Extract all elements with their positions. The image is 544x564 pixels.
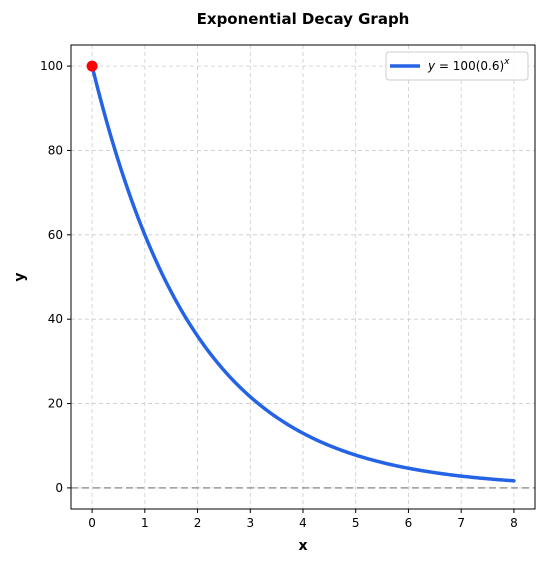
y-axis-ticks: 0 20 40 60 80 100 bbox=[40, 59, 71, 495]
y-tick-label: 80 bbox=[48, 143, 63, 157]
legend: y = 100(0.6)x bbox=[385, 51, 529, 81]
highlight-layer bbox=[86, 60, 98, 72]
x-tick-label: 2 bbox=[194, 516, 202, 530]
y-tick-label: 60 bbox=[48, 228, 63, 242]
legend-eq-exponent: x bbox=[503, 57, 510, 67]
legend-box bbox=[385, 51, 529, 81]
y-axis-label: y bbox=[12, 272, 28, 281]
initial-value-point bbox=[86, 60, 98, 72]
legend-label: y = 100(0.6)x bbox=[427, 57, 510, 73]
x-tick-label: 3 bbox=[246, 516, 254, 530]
y-tick-label: 0 bbox=[55, 481, 63, 495]
x-tick-label: 6 bbox=[405, 516, 413, 530]
x-axis-label: x bbox=[298, 538, 307, 554]
y-tick-label: 20 bbox=[48, 397, 63, 411]
x-tick-label: 8 bbox=[510, 516, 518, 530]
x-tick-label: 5 bbox=[352, 516, 360, 530]
x-tick-label: 7 bbox=[457, 516, 465, 530]
grid-lines bbox=[71, 45, 535, 509]
legend-eq-var: y bbox=[427, 59, 436, 73]
x-tick-label: 0 bbox=[88, 516, 96, 530]
y-tick-label: 40 bbox=[48, 312, 63, 326]
legend-eq-body: = 100(0.6) bbox=[435, 59, 504, 73]
x-tick-label: 1 bbox=[141, 516, 149, 530]
y-tick-label: 100 bbox=[40, 59, 63, 73]
chart-title: Exponential Decay Graph bbox=[197, 10, 410, 28]
series-layer bbox=[90, 64, 516, 483]
x-axis-ticks: 0 1 2 3 4 5 6 7 8 bbox=[88, 509, 518, 530]
x-tick-label: 4 bbox=[299, 516, 307, 530]
decay-series-line bbox=[90, 64, 516, 483]
